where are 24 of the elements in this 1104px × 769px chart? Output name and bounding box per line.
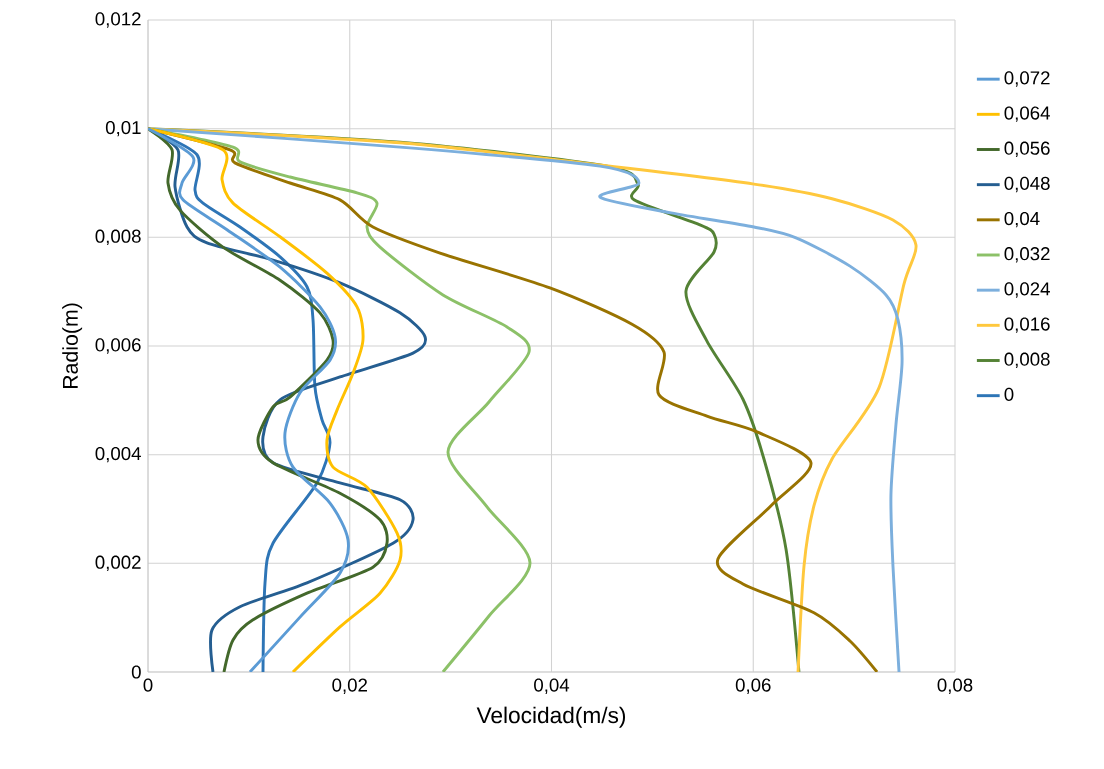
y-tick-label: 0,012	[95, 12, 141, 28]
y-tick-label: 0,002	[95, 555, 141, 572]
y-tick-label: 0,004	[95, 446, 141, 463]
legend-label: 0,064	[1004, 106, 1050, 122]
x-tick-label: 0,06	[735, 678, 771, 694]
legend-label: 0	[1004, 387, 1014, 401]
x-axis-title: Velocidad(m/s)	[476, 706, 626, 728]
legend-label: 0,072	[1004, 71, 1050, 87]
y-tick-label: 0,006	[95, 338, 141, 354]
x-tick-label: 0,04	[534, 678, 570, 694]
y-tick-label: 0	[131, 665, 141, 679]
legend-label: 0,048	[1004, 176, 1050, 193]
legend-label: 0,056	[1004, 141, 1050, 157]
legend-label: 0,04	[1004, 211, 1040, 228]
legend-label: 0,032	[1004, 247, 1050, 263]
x-tick-label: 0,02	[332, 678, 367, 694]
y-tick-label: 0,01	[105, 120, 141, 137]
legend-label: 0,008	[1004, 352, 1050, 368]
y-tick-label: 0,008	[95, 229, 141, 246]
x-tick-label: 0	[143, 678, 153, 692]
legend-label: 0,016	[1004, 317, 1050, 333]
y-axis-title: Radio(m)	[62, 303, 83, 389]
x-tick-label: 0,08	[937, 678, 973, 694]
legend-label: 0,024	[1004, 282, 1050, 298]
